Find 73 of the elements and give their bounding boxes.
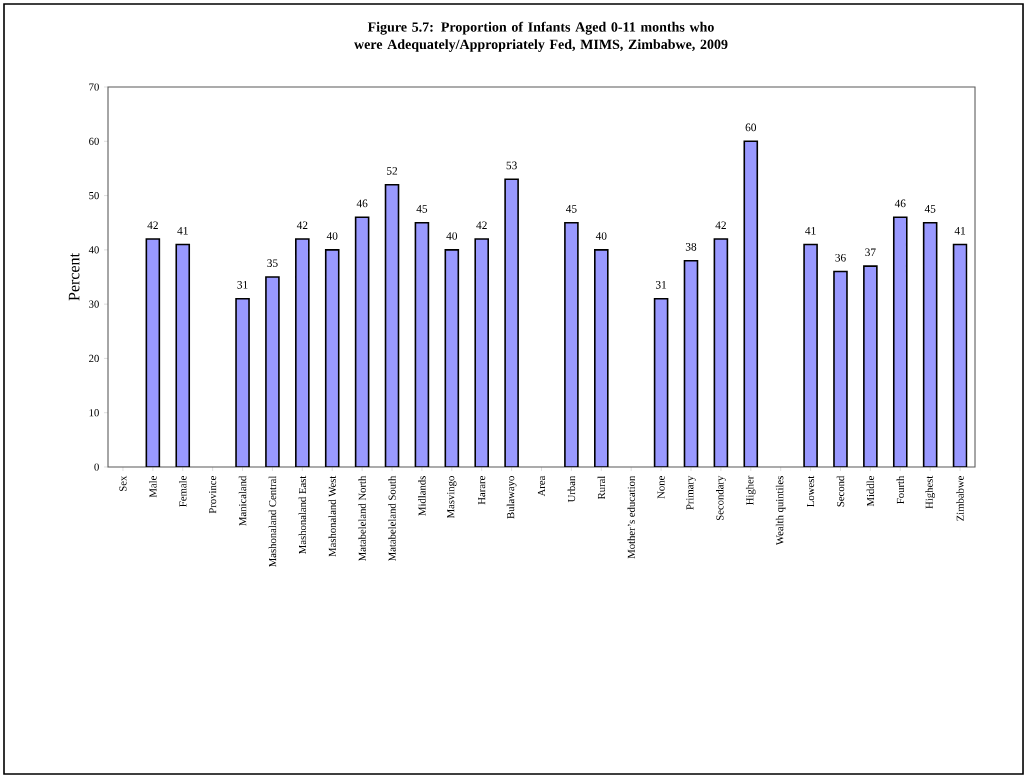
bar: [683, 259, 699, 467]
y-tick-label: 60: [89, 137, 99, 145]
y-tick-label: 20: [89, 354, 99, 363]
x-tick-label: Zimbabwe: [956, 476, 964, 521]
bar: [653, 297, 669, 467]
data-label: 40: [326, 232, 338, 240]
bar: [713, 238, 729, 467]
x-tick-label: Mashonaland East: [298, 475, 307, 554]
bar: [354, 216, 370, 467]
x-tick-label: Wealth quintiles: [775, 476, 786, 546]
x-tick-label: Primary: [686, 475, 696, 510]
data-label: 31: [237, 281, 248, 289]
chart-title: Figure 5.7: Proportion of Infants Aged 0-11 months who were Adequately/Appropriately Fed, MIMS, Zimbabwe, 2009: [354, 21, 728, 52]
x-tick-label: Lowest: [807, 475, 815, 507]
y-tick-label: 40: [88, 246, 99, 254]
data-label: 40: [446, 232, 458, 240]
data-label: 45: [924, 205, 936, 213]
x-tick-label: None: [657, 476, 665, 499]
x-tick-label: Higher: [745, 475, 756, 506]
x-tick-label: Mashonaland West: [328, 475, 337, 557]
data-label: 42: [296, 221, 308, 229]
data-label: 46: [356, 199, 368, 208]
data-label: 31: [655, 281, 667, 289]
data-label: 53: [506, 161, 517, 170]
x-tick-label: Masvingo: [447, 476, 457, 519]
bar: [952, 243, 968, 467]
data-label: 42: [715, 221, 726, 229]
data-label: 52: [387, 167, 398, 175]
x-tick-label: Highest: [925, 475, 936, 509]
x-tick-label: Middle: [866, 476, 875, 507]
y-axis-title: Percent: [68, 253, 80, 301]
x-tick-label: Matabeleland North: [358, 475, 366, 561]
x-tick-label: Female: [178, 476, 187, 507]
x-tick-label: Rural: [597, 475, 606, 500]
x-tick-label: Bulawayo: [506, 476, 517, 519]
data-label: 41: [805, 226, 816, 235]
y-tick-label: 70: [89, 83, 99, 91]
x-tick-label: Fourth: [896, 475, 905, 504]
x-tick-label: Second: [836, 475, 845, 507]
data-label: 41: [177, 226, 188, 235]
x-tick-label: Mother’s education: [627, 475, 635, 559]
y-tick-label: 30: [89, 300, 99, 308]
bar: [145, 238, 161, 467]
x-tick-label: Manicaland: [238, 475, 247, 526]
bar: [414, 221, 430, 467]
bar: [922, 221, 938, 467]
x-tick-label: Province: [209, 476, 217, 514]
x-tick-label: Matabeleland South: [388, 475, 396, 562]
data-label: 45: [565, 205, 577, 213]
x-tick-label: Urban: [567, 475, 576, 503]
data-label: 45: [416, 205, 428, 213]
y-tick-label: 10: [89, 409, 99, 417]
data-label: 46: [894, 199, 906, 208]
x-tick-label: Secondary: [716, 475, 726, 521]
data-label: 40: [595, 232, 607, 240]
x-tick-label: Sex: [119, 475, 127, 491]
x-tick-label: Area: [537, 475, 546, 497]
data-label: 42: [476, 221, 487, 229]
data-label: 37: [865, 248, 876, 257]
bar: [384, 183, 400, 467]
data-label: 60: [745, 123, 757, 132]
x-tick-label: Midlands: [418, 476, 426, 516]
y-tick-label: 0: [94, 463, 99, 471]
x-tick-label: Harare: [478, 476, 486, 505]
data-label: 35: [267, 259, 278, 267]
bar: [444, 249, 460, 467]
data-label: 41: [954, 226, 966, 235]
data-label: 42: [147, 221, 158, 229]
x-tick-label: Mashonaland Central: [268, 475, 277, 567]
data-label: 36: [835, 253, 846, 262]
x-tick-label: Male: [149, 476, 157, 498]
y-tick-label: 50: [89, 191, 99, 200]
data-label: 38: [685, 243, 697, 251]
